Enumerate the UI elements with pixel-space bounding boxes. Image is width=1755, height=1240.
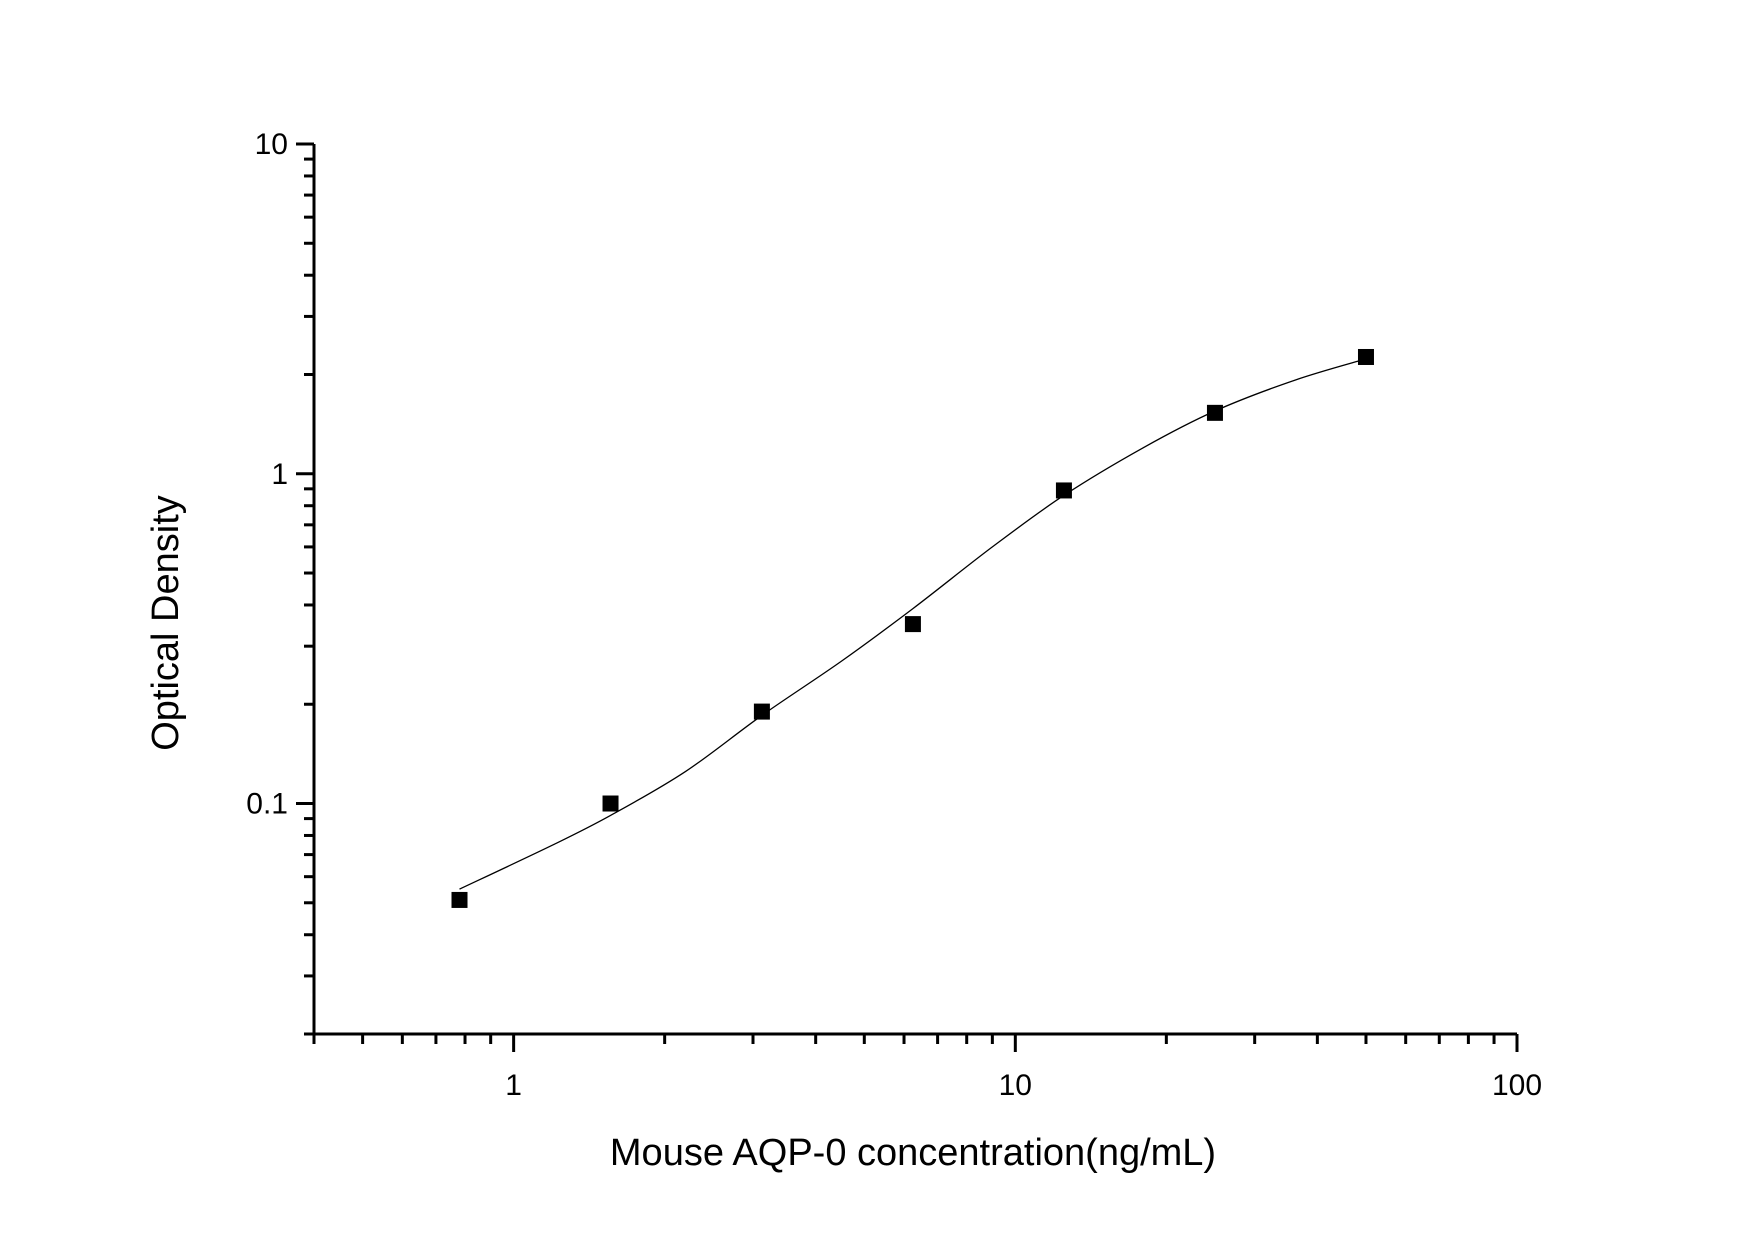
y-axis-title: Optical Density: [145, 495, 187, 751]
data-point-marker: [602, 795, 619, 812]
x-tick-label: 100: [1492, 1069, 1542, 1102]
y-tick-label: 1: [271, 458, 288, 491]
axes: 1 10 100 0.1 1 10: [246, 128, 1542, 1102]
data-point-marker: [753, 703, 770, 720]
data-point-marker: [1055, 482, 1072, 499]
data-point-marker: [1357, 348, 1374, 365]
x-axis-title: Mouse AQP-0 concentration(ng/mL): [610, 1132, 1216, 1174]
data-point-marker: [451, 891, 468, 908]
data-point-marker: [904, 616, 921, 633]
y-tick-label: 0.1: [246, 788, 288, 821]
plot-area: [451, 348, 1374, 908]
x-tick-label: 10: [999, 1069, 1032, 1102]
data-point-marker: [1206, 404, 1223, 421]
x-tick-label: 1: [505, 1069, 522, 1102]
y-tick-label: 10: [255, 128, 288, 161]
